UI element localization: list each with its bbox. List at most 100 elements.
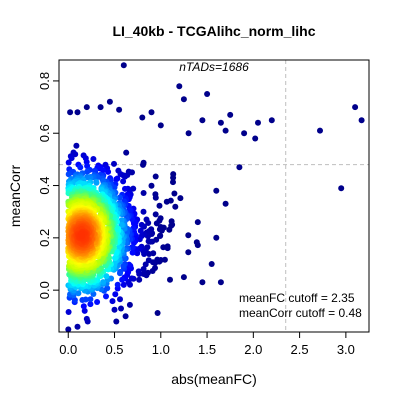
data-point: [83, 104, 90, 111]
data-point: [84, 168, 91, 175]
data-point: [103, 273, 110, 280]
data-point: [317, 127, 323, 134]
data-point: [82, 296, 89, 303]
data-point: [122, 313, 129, 320]
data-point: [71, 297, 78, 303]
data-point: [138, 221, 145, 228]
data-point: [113, 318, 120, 325]
data-point: [87, 296, 94, 303]
data-point: [103, 293, 109, 300]
data-point: [352, 104, 359, 111]
data-point: [358, 117, 365, 124]
data-point: [149, 268, 156, 274]
data-point: [106, 98, 113, 105]
data-point: [185, 249, 192, 256]
data-point: [213, 187, 220, 194]
data-point: [136, 276, 143, 283]
data-point: [177, 195, 184, 202]
data-point: [185, 232, 192, 239]
data-point: [194, 219, 201, 226]
data-point: [113, 176, 120, 183]
data-point: [117, 268, 124, 275]
data-point: [109, 298, 116, 305]
data-point: [130, 185, 137, 192]
data-point: [217, 279, 224, 286]
y-tick-label: 0.6: [37, 124, 52, 142]
x-tick-label: 2.0: [244, 342, 262, 357]
data-point: [120, 178, 127, 185]
data-point: [208, 261, 215, 267]
ntads-annotation: nTADs=1686: [179, 60, 249, 74]
data-point: [80, 303, 87, 310]
data-point: [123, 149, 130, 156]
data-point: [338, 185, 345, 192]
data-point: [140, 161, 146, 168]
data-point: [222, 200, 229, 207]
x-tick-label: 3.0: [337, 342, 355, 357]
data-point: [129, 249, 136, 256]
data-point: [140, 271, 147, 277]
data-point: [252, 135, 259, 142]
data-point: [74, 109, 81, 116]
data-point: [77, 164, 84, 171]
data-point: [143, 216, 150, 223]
y-tick-label: 0.0: [37, 281, 52, 299]
data-point: [154, 310, 161, 316]
data-point: [116, 194, 123, 201]
data-point: [193, 239, 200, 246]
data-point: [93, 179, 100, 186]
data-point: [122, 185, 128, 192]
data-point: [157, 122, 164, 129]
fc-cutoff-annotation: meanFC cutoff = 2.35: [239, 291, 355, 305]
data-point: [65, 309, 72, 315]
data-point: [90, 156, 97, 162]
data-point: [112, 255, 118, 261]
x-tick-label: 0.0: [59, 342, 77, 357]
data-point: [170, 179, 176, 186]
x-axis-label: abs(meanFC): [171, 371, 257, 387]
data-point: [120, 62, 127, 69]
data-point: [145, 238, 152, 245]
data-point: [213, 234, 220, 241]
data-point: [112, 291, 119, 298]
data-point: [131, 220, 137, 227]
data-point: [152, 194, 159, 201]
data-point: [199, 279, 206, 286]
data-point: [153, 220, 160, 227]
data-point: [83, 315, 90, 322]
chart-title: LI_40kb - TCGAlihc_norm_lihc: [112, 23, 315, 39]
data-point: [118, 305, 124, 312]
y-axis: 0.0 0.2 0.4 0.6 0.8: [37, 72, 59, 299]
data-point: [139, 114, 146, 121]
data-point: [172, 203, 179, 210]
data-point: [105, 168, 112, 175]
data-point: [255, 119, 261, 126]
data-point: [152, 173, 159, 180]
data-point: [185, 130, 192, 137]
data-point: [145, 257, 152, 264]
corr-cutoff-annotation: meanCorr cutoff = 0.48: [239, 306, 362, 320]
data-point: [142, 261, 149, 268]
data-point: [68, 155, 75, 162]
data-point: [140, 190, 147, 196]
data-point: [180, 274, 187, 281]
data-point: [135, 268, 142, 275]
y-axis-label: meanCorr: [7, 165, 23, 228]
data-point: [114, 281, 121, 288]
data-points: [65, 62, 365, 333]
data-point: [160, 244, 167, 251]
plot-frame: [58, 59, 370, 333]
data-point: [167, 276, 173, 283]
data-point: [180, 96, 187, 103]
x-tick-label: 1.5: [198, 342, 216, 357]
data-point: [217, 119, 224, 126]
data-point: [65, 159, 72, 166]
data-point: [65, 171, 72, 178]
data-point: [171, 190, 178, 197]
data-point: [118, 217, 125, 224]
data-point: [204, 91, 211, 97]
data-point: [117, 171, 124, 177]
data-point: [166, 226, 173, 233]
data-point: [176, 83, 183, 90]
data-point: [104, 285, 111, 292]
